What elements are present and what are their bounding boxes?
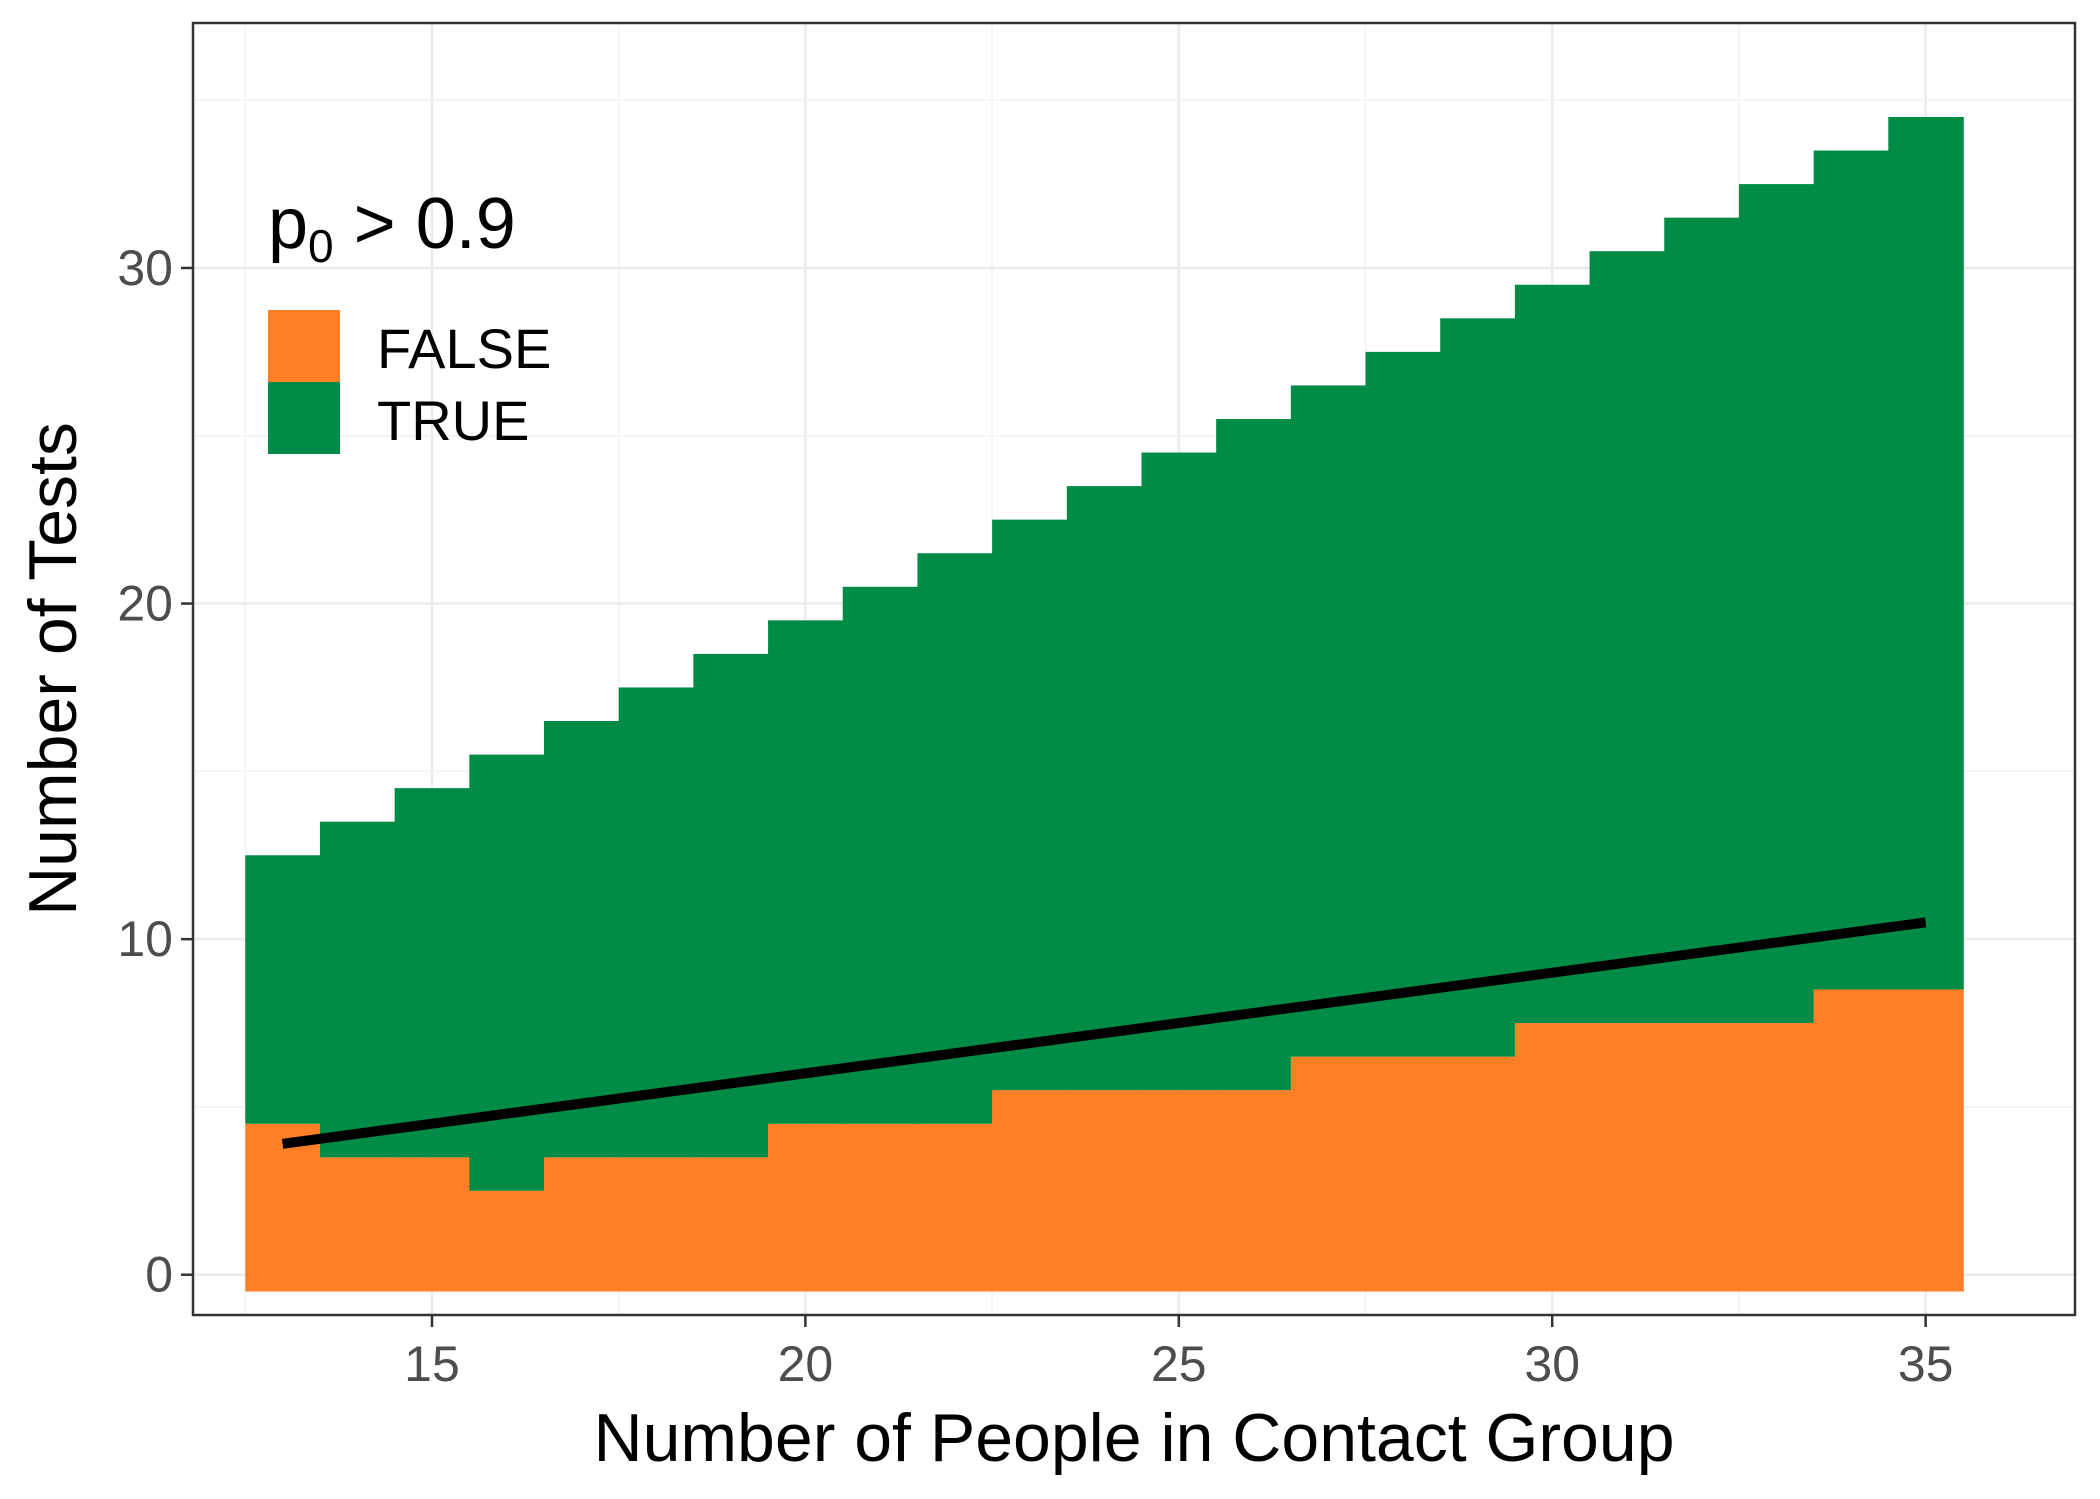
bar-false [245,1123,321,1292]
trend-line-layer [281,917,1927,1149]
bar-false [1813,989,1890,1292]
bar-true [319,821,396,1158]
legend-title-rest: > 0.9 [334,184,516,264]
legend-swatch-false [268,310,340,382]
bar-true [842,586,919,1124]
bar-true [394,788,471,1158]
bar-false [469,1190,545,1292]
bar-true [768,620,844,1124]
bar-false [842,1123,919,1292]
legend-label-true: TRUE [377,389,529,452]
bar-true [1440,318,1516,1057]
bar-false [992,1090,1068,1292]
bar-true [1888,116,1964,990]
bar-true [1066,486,1143,1091]
x-axis-title: Number of People in Contact Group [593,1400,1674,1476]
x-tick-label: 35 [1898,1336,1954,1392]
plot-border [191,21,2077,1317]
bar-false [1440,1056,1516,1292]
bar-true [1290,385,1367,1057]
bar-true [544,721,620,1158]
bar-true [917,553,993,1124]
bar-true [1514,284,1591,1024]
bar-false [1738,1023,1815,1292]
bar-false [1216,1090,1292,1292]
legend-swatch-true [268,382,340,454]
bar-false [1664,1023,1740,1292]
bar-true [1589,251,1666,1024]
bar-false [618,1157,695,1292]
y-tick-label: 10 [117,911,173,967]
bar-false [768,1123,844,1292]
legend-title: p0 > 0.9 [268,184,516,272]
bar-false [1514,1023,1591,1292]
bar-true [245,855,321,1124]
bars [245,116,1964,1292]
bar-true [1365,351,1441,1057]
bar-true [1738,184,1815,1024]
bar-false [1290,1056,1367,1292]
y-tick-label: 20 [117,576,173,632]
bar-true [469,754,545,1191]
axis-ticks: 15 20 25 30 35 0 10 20 30 [117,240,1953,1392]
bar-false [1066,1090,1143,1292]
bar-false [319,1157,396,1292]
bar-true [1664,217,1740,1024]
bar-false [1888,989,1964,1292]
bar-false [693,1157,769,1292]
y-axis-title: Number of Tests [15,422,91,916]
y-tick-label: 0 [145,1247,173,1303]
legend: p0 > 0.9 FALSE TRUE [268,184,551,454]
legend-label-false: FALSE [377,317,551,380]
bar-false [544,1157,620,1292]
bar-true [992,519,1068,1091]
bar-false [917,1123,993,1292]
x-tick-label: 20 [778,1336,834,1392]
bar-true [1216,418,1292,1091]
x-tick-label: 15 [404,1336,460,1392]
bar-true [618,687,695,1158]
legend-title-main: p [268,184,308,264]
bar-true [693,653,769,1158]
trend-line [281,917,1927,1149]
x-tick-label: 25 [1151,1336,1207,1392]
x-tick-label: 30 [1524,1336,1580,1392]
legend-title-subscript: 0 [308,220,334,272]
bar-false [1365,1056,1441,1292]
bar-false [1141,1090,1217,1292]
y-tick-label: 30 [117,240,173,296]
bar-true [1141,452,1217,1091]
bar-true [1813,150,1890,990]
bar-false [394,1157,471,1292]
bar-false [1589,1023,1666,1292]
